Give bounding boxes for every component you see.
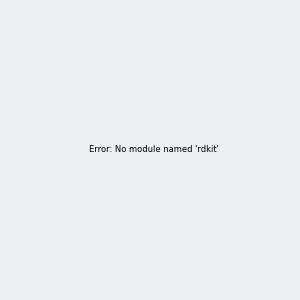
Text: Error: No module named 'rdkit': Error: No module named 'rdkit' (89, 145, 219, 154)
